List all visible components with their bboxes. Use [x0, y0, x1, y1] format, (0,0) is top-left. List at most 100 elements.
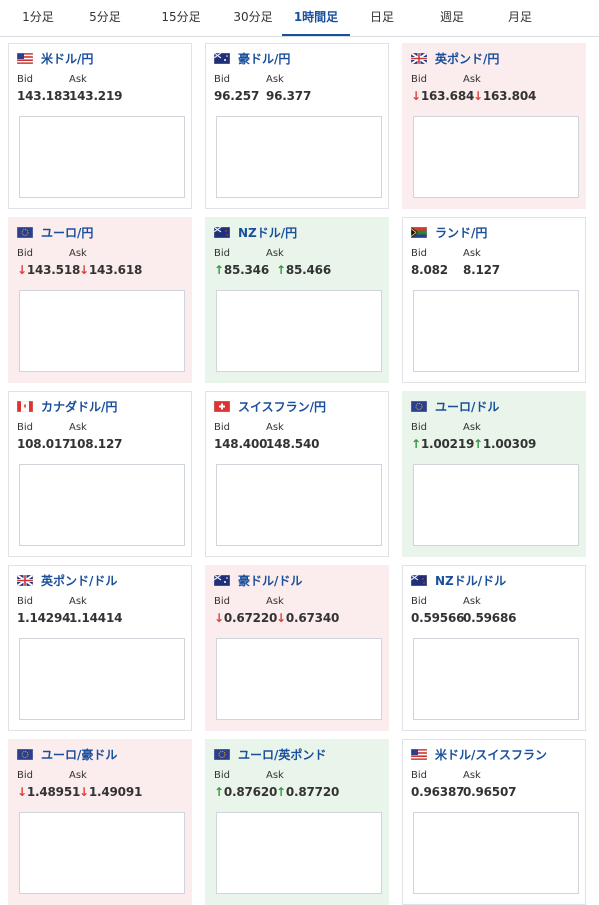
pair-title[interactable]: 0.60.5980.5960.5945:0018:006:00NZドル/ドル — [410, 573, 570, 653]
rate-card[interactable]: 1.00210.9980.9965:0018:006:00ユーロ/ドルBidAs… — [402, 391, 586, 557]
bid-value: ↓0.67220 — [214, 611, 278, 625]
bid-label: Bid — [17, 770, 33, 781]
pair-title[interactable]: 108.2108107.8107.65:0018:006:00カナダドル/円 — [16, 399, 176, 479]
price-chart[interactable] — [413, 290, 579, 372]
pair-title[interactable]: 1.00210.9980.9965:0018:006:00ユーロ/ドル — [410, 399, 570, 479]
rate-card[interactable]: 0.9680.9660.9640.9625:0018:006:00米ドル/スイス… — [402, 739, 586, 905]
pair-title[interactable]: 143.51435:0018:006:00米ドル/円 — [16, 51, 176, 131]
price-chart[interactable] — [216, 638, 382, 720]
price-chart[interactable] — [19, 290, 185, 372]
price-chart[interactable] — [413, 638, 579, 720]
pair-name[interactable]: ユーロ/円 — [41, 226, 94, 240]
tab-4[interactable]: 30分足 — [233, 10, 273, 24]
pair-title[interactable]: 85.685.485.25:0018:006:00NZドル/円 — [213, 225, 369, 305]
rate-card[interactable]: 164163.51635:0018:006:00英ポンド/円BidAsk↓163… — [402, 43, 586, 209]
rate-card[interactable]: 1.4961.4941.4921.491.4885:0018:006:00ユーロ… — [8, 739, 192, 905]
rate-card[interactable]: 8.148.128.18.088.065:0018:006:00ランド/円Bid… — [402, 217, 586, 383]
bid-value: ↑85.346 — [214, 263, 269, 277]
flag-icon: 1.1441.1421.141.1381.1365:0018:006:00 — [16, 574, 176, 653]
tab-6[interactable]: 日足 — [369, 10, 394, 24]
rate-card[interactable]: 143.51435:0018:006:00米ドル/円BidAsk143.1831… — [8, 43, 192, 209]
price-chart[interactable] — [19, 638, 185, 720]
price-chart[interactable] — [19, 464, 185, 546]
pair-name[interactable]: NZドル/ドル — [435, 574, 507, 588]
pair-title[interactable]: 149148.51485:0018:006:00スイスフラン/円 — [213, 399, 373, 479]
pair-title[interactable]: 96.29695.895.65:0018:006:00豪ドル/円 — [213, 51, 369, 131]
price-chart[interactable] — [413, 812, 579, 894]
rate-card[interactable]: 108.2108107.8107.65:0018:006:00カナダドル/円Bi… — [8, 391, 192, 557]
pair-name[interactable]: 豪ドル/ドル — [238, 574, 303, 588]
ask-label: Ask — [266, 422, 284, 433]
pair-title[interactable]: 1.1441.1421.141.1381.1365:0018:006:00英ポン… — [16, 573, 176, 653]
rate-card[interactable]: 1.1441.1421.141.1381.1365:0018:006:00英ポン… — [8, 565, 192, 731]
pair-title[interactable]: 164163.51635:0018:006:00英ポンド/円 — [410, 51, 570, 131]
rate-card[interactable]: 149148.51485:0018:006:00スイスフラン/円BidAsk14… — [205, 391, 389, 557]
price-chart[interactable] — [216, 290, 382, 372]
pair-name[interactable]: 英ポンド/円 — [435, 52, 500, 66]
flag-icon: 149148.51485:0018:006:00 — [213, 400, 373, 479]
pair-name[interactable]: ランド/円 — [435, 226, 488, 240]
price-chart[interactable] — [216, 116, 382, 198]
price-chart[interactable] — [413, 464, 579, 546]
ask-label: Ask — [266, 74, 284, 85]
pair-title[interactable]: 143.5143142.55:0018:006:00ユーロ/円 — [16, 225, 176, 305]
tab-2[interactable]: 5分足 — [89, 10, 121, 24]
bid-label: Bid — [17, 596, 33, 607]
pair-title[interactable]: 0.9680.9660.9640.9625:0018:006:00米ドル/スイス… — [410, 747, 570, 827]
bid-value: ↓163.684 — [411, 89, 475, 103]
pair-name[interactable]: 米ドル/円 — [41, 52, 94, 66]
arrow-up-icon: ↑ — [411, 437, 421, 451]
pair-name[interactable]: 豪ドル/円 — [238, 52, 291, 66]
price-chart[interactable] — [216, 812, 382, 894]
pair-name[interactable]: スイスフラン/円 — [238, 400, 327, 414]
rate-card[interactable]: 0.8780.8760.8745:0018:006:00ユーロ/英ポンドBidA… — [205, 739, 389, 905]
pair-name[interactable]: ユーロ/豪ドル — [41, 748, 118, 762]
pair-name[interactable]: 英ポンド/ドル — [41, 574, 118, 588]
tab-8[interactable]: 月足 — [507, 10, 532, 24]
arrow-up-icon: ↑ — [214, 785, 224, 799]
flag-icon: 1.4961.4941.4921.491.4885:0018:006:00 — [16, 748, 176, 827]
ask-label: Ask — [69, 596, 87, 607]
ask-label: Ask — [69, 770, 87, 781]
bid-label: Bid — [411, 770, 427, 781]
flag-icon: 85.685.485.25:0018:006:00 — [213, 226, 369, 305]
rate-card[interactable]: 96.29695.895.65:0018:006:00豪ドル/円BidAsk96… — [205, 43, 389, 209]
price-chart[interactable] — [216, 464, 382, 546]
arrow-down-icon: ↓ — [214, 611, 224, 625]
pair-name[interactable]: ユーロ/英ポンド — [238, 748, 327, 762]
pair-title[interactable]: 8.148.128.18.088.065:0018:006:00ランド/円 — [410, 225, 566, 305]
tab-5[interactable]: 1時間足 — [282, 0, 350, 36]
tab-1[interactable]: 1分足 — [22, 10, 54, 24]
rate-card[interactable]: 85.685.485.25:0018:006:00NZドル/円BidAsk↑85… — [205, 217, 389, 383]
pair-title[interactable]: 0.8780.8760.8745:0018:006:00ユーロ/英ポンド — [213, 747, 373, 827]
price-chart[interactable] — [19, 812, 185, 894]
pair-title[interactable]: 1.4961.4941.4921.491.4885:0018:006:00ユーロ… — [16, 747, 176, 827]
pair-name[interactable]: 米ドル/スイスフラン — [435, 748, 548, 762]
rate-card[interactable]: 0.60.5980.5960.5945:0018:006:00NZドル/ドルBi… — [402, 565, 586, 731]
pair-name[interactable]: ユーロ/ドル — [435, 400, 500, 414]
pair-name[interactable]: カナダドル/円 — [41, 400, 118, 414]
ask-value: ↑85.466 — [276, 263, 331, 277]
pair-title[interactable]: 0.6720.670.6685:0018:006:00豪ドル/ドル — [213, 573, 373, 653]
ask-value: 148.540 — [266, 437, 320, 451]
bid-value: 108.017 — [17, 437, 71, 451]
bid-label: Bid — [214, 248, 230, 259]
tab-7[interactable]: 週足 — [439, 10, 464, 24]
pair-name[interactable]: NZドル/円 — [238, 226, 298, 240]
arrow-up-icon: ↑ — [276, 785, 286, 799]
bid-label: Bid — [411, 422, 427, 433]
flag-icon: 0.60.5980.5960.5945:0018:006:00 — [410, 574, 570, 653]
bid-label: Bid — [17, 248, 33, 259]
price-chart[interactable] — [19, 116, 185, 198]
ask-value: ↑0.87720 — [276, 785, 340, 799]
price-chart[interactable] — [413, 116, 579, 198]
rate-card[interactable]: 0.6720.670.6685:0018:006:00豪ドル/ドルBidAsk↓… — [205, 565, 389, 731]
bid-value: 0.59566 — [411, 611, 465, 625]
bid-label: Bid — [17, 74, 33, 85]
bid-value: 1.14294 — [17, 611, 71, 625]
bid-label: Bid — [214, 770, 230, 781]
ask-label: Ask — [463, 596, 481, 607]
tab-3[interactable]: 15分足 — [161, 10, 201, 24]
rate-card[interactable]: 143.5143142.55:0018:006:00ユーロ/円BidAsk↓14… — [8, 217, 192, 383]
flag-icon: 0.6720.670.6685:0018:006:00 — [213, 574, 373, 653]
